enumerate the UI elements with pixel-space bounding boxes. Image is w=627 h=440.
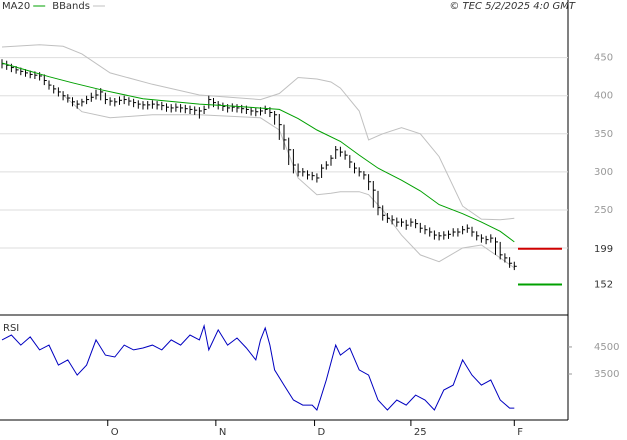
y-tick-label: 4500 [594, 342, 619, 353]
level-label-bg [590, 242, 614, 255]
ma-line [1, 62, 515, 243]
y-tick-label: 300 [594, 167, 613, 178]
level-label-bg [590, 278, 614, 291]
x-tick-label: 25 [414, 427, 427, 438]
x-tick-label: D [318, 427, 326, 438]
level-label: 199 [594, 244, 613, 255]
y-tick-label: 250 [594, 205, 613, 216]
x-tick-label: N [219, 427, 226, 438]
band-upper [1, 44, 515, 221]
rsi-line [1, 323, 515, 411]
y-tick-label: 450 [594, 53, 613, 64]
y-tick-label: 400 [594, 91, 613, 102]
band-lower [62, 94, 515, 269]
level-label: 152 [594, 280, 613, 291]
panel-title: RSI [3, 323, 19, 334]
x-tick-label: O [111, 427, 119, 438]
y-tick-label: 3500 [594, 369, 619, 380]
legend-label: MA20 [2, 1, 30, 12]
x-tick-label: F [517, 427, 523, 438]
legend-label: BBands [52, 1, 90, 12]
y-tick-label: 350 [594, 129, 613, 140]
source: © TEC 5/2/2025 4:0 GMT [449, 1, 576, 12]
